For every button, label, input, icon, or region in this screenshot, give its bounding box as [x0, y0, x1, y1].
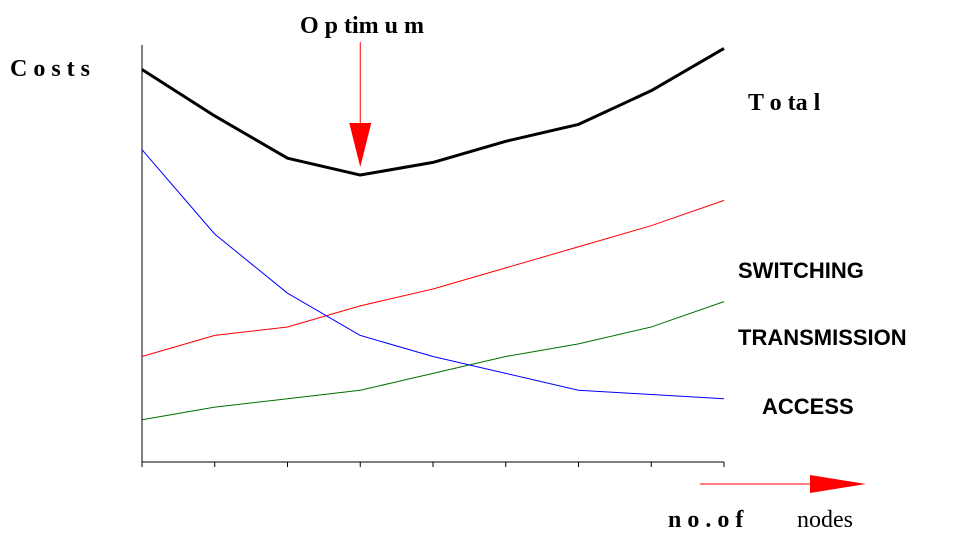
series-line-switching	[141, 199, 725, 357]
series-line-total	[141, 47, 725, 177]
series-label-access: ACCESS	[762, 394, 854, 419]
x-axis-label-bold: n o . o f	[668, 507, 744, 533]
series-line-transmission	[141, 301, 725, 421]
series-line-access	[141, 149, 725, 400]
x-axis-ticks	[141, 462, 725, 467]
optimum-arrow	[349, 42, 372, 168]
optimum-annotation: O p tim u m	[300, 13, 424, 39]
optimum-arrow-head	[349, 123, 372, 168]
x-axis-arrow	[700, 475, 866, 493]
series-label-transmission: TRANSMISSION	[738, 325, 907, 350]
series-label-switching: SWITCHING	[738, 258, 864, 283]
series-label-total: T o ta l	[748, 90, 821, 116]
x-axis-label-plain: nodes	[797, 507, 853, 533]
y-axis-label: C o s t s	[10, 56, 90, 82]
series-layer	[141, 47, 725, 421]
